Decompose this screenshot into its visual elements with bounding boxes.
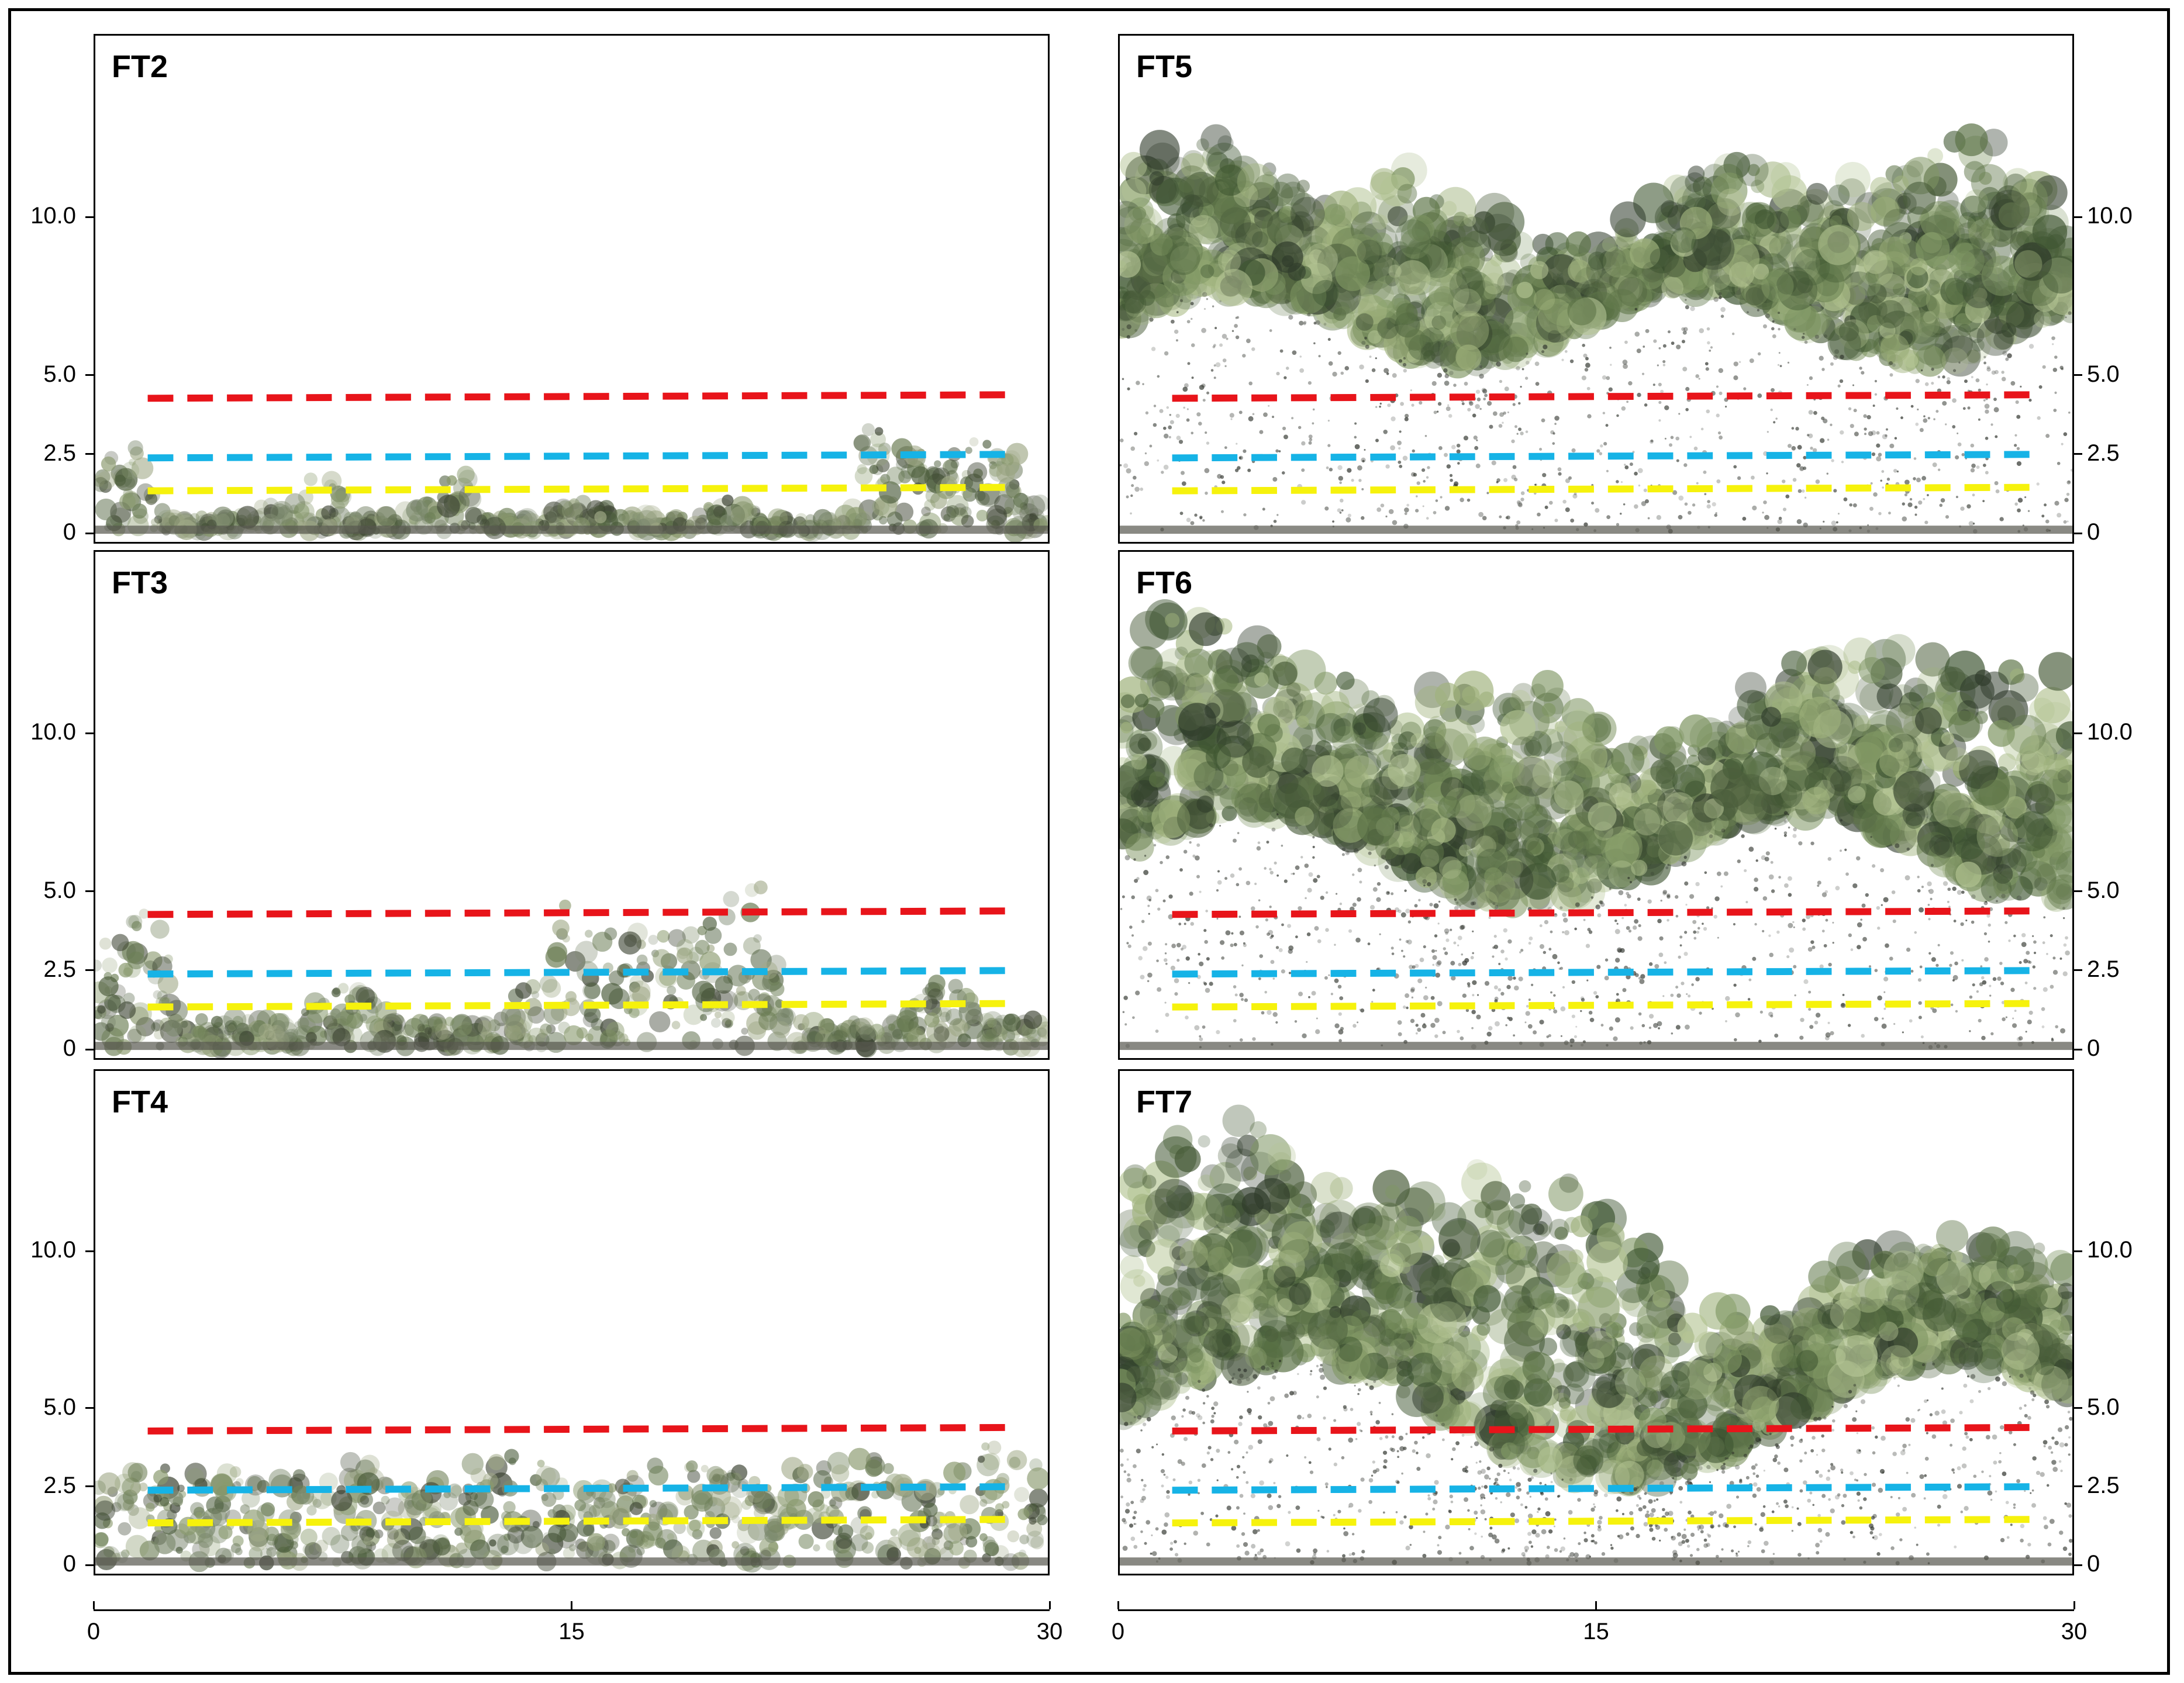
y-tick-mark: [85, 532, 94, 534]
y-tick-label: 5.0: [2087, 361, 2120, 387]
y-tick-label: 10.0: [2087, 1237, 2133, 1263]
vegetation-profile: [1120, 123, 2072, 534]
panel-label: FT4: [112, 1084, 168, 1119]
reference-line-4.3: [1172, 907, 2030, 918]
y-tick-mark: [85, 453, 94, 455]
y-tick-mark: [85, 732, 94, 734]
y-tick-mark: [85, 374, 94, 376]
point-cloud-panel-ft6: FT6: [1118, 550, 2074, 1060]
y-tick-mark: [2074, 216, 2082, 218]
reference-line-2.4: [147, 451, 1005, 462]
reference-line-2.4: [1172, 1483, 2030, 1494]
x-axis-line: [1118, 1609, 2074, 1611]
vegetation-profile: [95, 880, 1048, 1058]
x-tick-label: 15: [558, 1619, 585, 1644]
y-tick-label: 0: [63, 519, 76, 545]
panel-label: FT2: [112, 49, 168, 84]
x-axis-line: [94, 1609, 1050, 1611]
panel-label: FT5: [1136, 49, 1193, 84]
y-tick-label: 5.0: [2087, 1394, 2120, 1420]
y-tick-mark: [2074, 1048, 2082, 1050]
y-tick-label: 10.0: [30, 719, 76, 745]
y-tick-mark: [85, 216, 94, 218]
y-tick-mark: [2074, 969, 2082, 972]
x-tick-mark: [1595, 1601, 1597, 1609]
y-tick-mark: [85, 969, 94, 972]
reference-line-4.3: [1172, 1424, 2030, 1435]
y-tick-mark: [2074, 453, 2082, 455]
x-tick-mark: [92, 1601, 95, 1609]
point-cloud-panel-ft7: FT7: [1118, 1069, 2074, 1575]
point-cloud-panel-ft3: FT3: [94, 550, 1050, 1060]
y-tick-label: 0: [63, 1035, 76, 1061]
y-tick-label: 2.5: [43, 956, 76, 982]
y-tick-label: 10.0: [30, 203, 76, 229]
y-tick-label: 2.5: [43, 1472, 76, 1498]
y-tick-mark: [2074, 890, 2082, 893]
y-tick-label: 5.0: [43, 1394, 76, 1420]
x-tick-mark: [1048, 1601, 1051, 1609]
point-cloud-panel-ft5: FT5: [1118, 34, 2074, 544]
reference-line-2.4: [1172, 451, 2030, 462]
x-tick-mark: [1117, 1601, 1119, 1609]
y-tick-label: 0: [2087, 519, 2100, 545]
y-tick-mark: [2074, 1564, 2082, 1566]
y-tick-label: 2.5: [43, 440, 76, 466]
panel-label: FT6: [1136, 565, 1193, 600]
y-tick-mark: [85, 1250, 94, 1252]
reference-line-4.3: [147, 391, 1005, 402]
reference-line-4.3: [147, 1424, 1005, 1435]
reference-line-1.35: [1172, 1000, 2030, 1011]
y-tick-mark: [85, 1407, 94, 1409]
y-tick-mark: [2074, 1407, 2082, 1409]
x-tick-label: 30: [2061, 1619, 2088, 1644]
y-tick-label: 10.0: [2087, 203, 2133, 229]
x-tick-mark: [2073, 1601, 2075, 1609]
reference-line-2.4: [1172, 967, 2030, 978]
y-tick-label: 0: [2087, 1551, 2100, 1577]
y-tick-label: 2.5: [2087, 1472, 2120, 1498]
reference-line-4.3: [147, 907, 1005, 918]
panel-label: FT3: [112, 565, 168, 600]
y-tick-label: 2.5: [2087, 440, 2120, 466]
vegetation-profile: [95, 391, 1048, 542]
y-tick-mark: [85, 1485, 94, 1488]
y-tick-mark: [85, 890, 94, 893]
vegetation-profile: [1120, 599, 2072, 1050]
vegetation-profile: [95, 1424, 1048, 1573]
reference-line-1.35: [1172, 1516, 2030, 1527]
y-tick-mark: [2074, 732, 2082, 734]
y-tick-label: 5.0: [2087, 877, 2120, 903]
y-tick-label: 0: [2087, 1035, 2100, 1061]
point-cloud-panel-ft2: FT2: [94, 34, 1050, 544]
y-tick-label: 5.0: [43, 361, 76, 387]
y-tick-label: 5.0: [43, 877, 76, 903]
vegetation-profile: [1120, 1104, 2072, 1566]
figure-frame: [8, 8, 2170, 1675]
reference-line-4.3: [1172, 391, 2030, 402]
x-tick-label: 0: [87, 1619, 101, 1644]
x-tick-label: 0: [1111, 1619, 1125, 1644]
y-tick-mark: [2074, 532, 2082, 534]
y-tick-mark: [2074, 374, 2082, 376]
y-tick-mark: [85, 1048, 94, 1050]
y-tick-mark: [2074, 1250, 2082, 1252]
reference-line-2.4: [147, 1483, 1005, 1494]
x-tick-label: 15: [1583, 1619, 1609, 1644]
y-tick-mark: [2074, 1485, 2082, 1488]
y-tick-mark: [85, 1564, 94, 1566]
reference-line-1.35: [147, 1000, 1005, 1011]
reference-line-1.35: [147, 1516, 1005, 1527]
x-tick-label: 30: [1036, 1619, 1063, 1644]
panel-label: FT7: [1136, 1084, 1193, 1119]
reference-line-2.4: [147, 967, 1005, 978]
y-tick-label: 0: [63, 1551, 76, 1577]
reference-line-1.35: [147, 483, 1005, 495]
x-tick-mark: [571, 1601, 572, 1609]
reference-line-1.35: [1172, 483, 2030, 495]
y-tick-label: 2.5: [2087, 956, 2120, 982]
y-tick-label: 10.0: [2087, 719, 2133, 745]
point-cloud-panel-ft4: FT4: [94, 1069, 1050, 1575]
y-tick-label: 10.0: [30, 1237, 76, 1263]
